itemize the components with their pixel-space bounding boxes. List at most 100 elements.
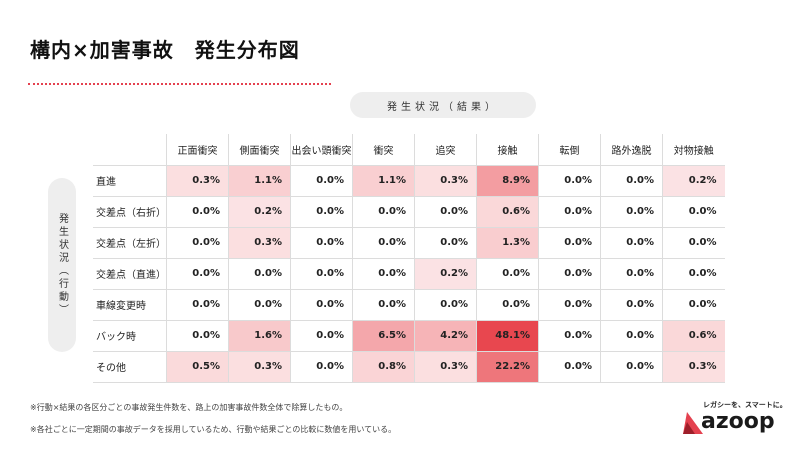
heat-cell: 0.0% xyxy=(228,289,291,321)
heat-cell: 0.0% xyxy=(166,289,229,321)
heat-cell: 1.3% xyxy=(476,227,539,259)
column-header: 対物接触 xyxy=(662,134,725,166)
row-header: バック時 xyxy=(93,320,167,352)
heat-cell: 0.2% xyxy=(228,196,291,228)
column-header: 追突 xyxy=(414,134,477,166)
logo-tagline: レガシーを、スマートに。 xyxy=(703,401,787,409)
heat-cell: 0.0% xyxy=(352,196,415,228)
heat-cell: 0.2% xyxy=(662,165,725,197)
corner-cell xyxy=(93,134,167,166)
heat-cell: 0.0% xyxy=(352,258,415,290)
heat-cell: 0.0% xyxy=(352,289,415,321)
heat-cell: 22.2% xyxy=(476,351,539,383)
column-header: 衝突 xyxy=(352,134,415,166)
heat-cell: 0.0% xyxy=(476,289,539,321)
heat-cell: 1.6% xyxy=(228,320,291,352)
heat-cell: 0.0% xyxy=(166,258,229,290)
heat-cell: 0.0% xyxy=(538,196,601,228)
heat-cell: 0.0% xyxy=(600,351,663,383)
table-row: 交差点（右折） 0.0% 0.2% 0.0% 0.0% 0.0% 0.6% 0.0% 0.0% 0… xyxy=(93,196,725,228)
heat-cell: 0.6% xyxy=(662,320,725,352)
heatmap-table: 正面衝突 側面衝突 出会い頭衝突 衝突 追突 接触 転倒 路外逸脱 対物接触 直進 0.3% 1.1… xyxy=(93,134,725,383)
footnote-2: ※各社ごとに一定期間の事故データを採用しているため、行動や結果ごとの比較に数値を… xyxy=(30,425,397,434)
heat-cell: 0.0% xyxy=(290,196,353,228)
azoop-logo: レガシーを、スマートに。 azoop xyxy=(683,400,787,440)
column-header: 側面衝突 xyxy=(228,134,291,166)
heat-cell: 0.0% xyxy=(538,258,601,290)
heat-cell: 0.0% xyxy=(290,165,353,197)
result-axis-label: 発生状況（結果） xyxy=(350,92,536,118)
heat-cell: 0.0% xyxy=(166,196,229,228)
row-header: 車線変更時 xyxy=(93,289,167,321)
heat-cell: 0.0% xyxy=(476,258,539,290)
heat-cell: 0.0% xyxy=(538,227,601,259)
title-underline xyxy=(28,83,331,85)
row-header: 交差点（右折） xyxy=(93,196,167,228)
column-header-row: 正面衝突 側面衝突 出会い頭衝突 衝突 追突 接触 転倒 路外逸脱 対物接触 xyxy=(93,134,725,166)
column-header: 正面衝突 xyxy=(166,134,229,166)
heat-cell: 0.0% xyxy=(414,289,477,321)
heat-cell: 0.3% xyxy=(166,165,229,197)
heat-cell: 0.0% xyxy=(600,289,663,321)
heat-cell: 1.1% xyxy=(352,165,415,197)
heat-cell: 0.0% xyxy=(290,227,353,259)
heatmap-body: 直進 0.3% 1.1% 0.0% 1.1% 0.3% 8.9% 0.0% 0.0% 0.2% 交差… xyxy=(93,165,725,383)
table-row: 交差点（左折） 0.0% 0.3% 0.0% 0.0% 0.0% 1.3% 0.0% 0.0% 0… xyxy=(93,227,725,259)
heat-cell: 0.8% xyxy=(352,351,415,383)
heat-cell: 0.0% xyxy=(414,227,477,259)
column-header: 接触 xyxy=(476,134,539,166)
heat-cell: 6.5% xyxy=(352,320,415,352)
logo-mark-icon xyxy=(683,412,703,434)
heat-cell: 0.0% xyxy=(538,351,601,383)
heat-cell: 0.0% xyxy=(538,289,601,321)
heat-cell: 0.0% xyxy=(600,196,663,228)
table-row: 交差点（直進） 0.0% 0.0% 0.0% 0.0% 0.2% 0.0% 0.0% 0.0% 0… xyxy=(93,258,725,290)
heat-cell: 0.0% xyxy=(600,258,663,290)
table-row: バック時 0.0% 1.6% 0.0% 6.5% 4.2% 48.1% 0.0% 0.0% 0.6… xyxy=(93,320,725,352)
heat-cell: 48.1% xyxy=(476,320,539,352)
heat-cell: 0.0% xyxy=(600,227,663,259)
action-axis-label: 発生状況（行動） xyxy=(48,178,76,352)
heat-cell: 0.0% xyxy=(600,165,663,197)
heat-cell: 0.0% xyxy=(290,320,353,352)
row-header: 直進 xyxy=(93,165,167,197)
row-header: 交差点（左折） xyxy=(93,227,167,259)
heat-cell: 0.0% xyxy=(662,196,725,228)
heat-cell: 0.0% xyxy=(538,165,601,197)
heat-cell: 0.2% xyxy=(414,258,477,290)
heat-cell: 0.0% xyxy=(662,227,725,259)
heat-cell: 0.3% xyxy=(414,165,477,197)
footnote-1: ※行動×結果の各区分ごとの事故発生件数を、路上の加害事故件数全体で除算したもの。 xyxy=(30,403,348,412)
column-header: 出会い頭衝突 xyxy=(290,134,353,166)
heat-cell: 0.0% xyxy=(166,227,229,259)
heat-cell: 0.0% xyxy=(662,289,725,321)
heat-cell: 0.3% xyxy=(662,351,725,383)
heat-cell: 0.0% xyxy=(228,258,291,290)
heat-cell: 4.2% xyxy=(414,320,477,352)
table-row: その他 0.5% 0.3% 0.0% 0.8% 0.3% 22.2% 0.0% 0.0% 0.3% xyxy=(93,351,725,383)
heat-cell: 0.3% xyxy=(414,351,477,383)
heat-cell: 0.0% xyxy=(352,227,415,259)
heat-cell: 0.0% xyxy=(166,320,229,352)
heat-cell: 0.5% xyxy=(166,351,229,383)
column-header: 路外逸脱 xyxy=(600,134,663,166)
heat-cell: 0.0% xyxy=(414,196,477,228)
column-header: 転倒 xyxy=(538,134,601,166)
logo-wordmark: azoop xyxy=(701,409,775,434)
heat-cell: 0.0% xyxy=(290,289,353,321)
heat-cell: 1.1% xyxy=(228,165,291,197)
row-header: その他 xyxy=(93,351,167,383)
heat-cell: 0.3% xyxy=(228,227,291,259)
heat-cell: 0.3% xyxy=(228,351,291,383)
heat-cell: 0.0% xyxy=(600,320,663,352)
heat-cell: 0.0% xyxy=(662,258,725,290)
table-row: 車線変更時 0.0% 0.0% 0.0% 0.0% 0.0% 0.0% 0.0% 0.0% 0.0… xyxy=(93,289,725,321)
heat-cell: 0.0% xyxy=(290,258,353,290)
table-row: 直進 0.3% 1.1% 0.0% 1.1% 0.3% 8.9% 0.0% 0.0% 0.2% xyxy=(93,165,725,197)
row-header: 交差点（直進） xyxy=(93,258,167,290)
heat-cell: 0.0% xyxy=(290,351,353,383)
page-title: 構内×加害事故 発生分布図 xyxy=(30,38,300,62)
heat-cell: 0.0% xyxy=(538,320,601,352)
heat-cell: 0.6% xyxy=(476,196,539,228)
heat-cell: 8.9% xyxy=(476,165,539,197)
